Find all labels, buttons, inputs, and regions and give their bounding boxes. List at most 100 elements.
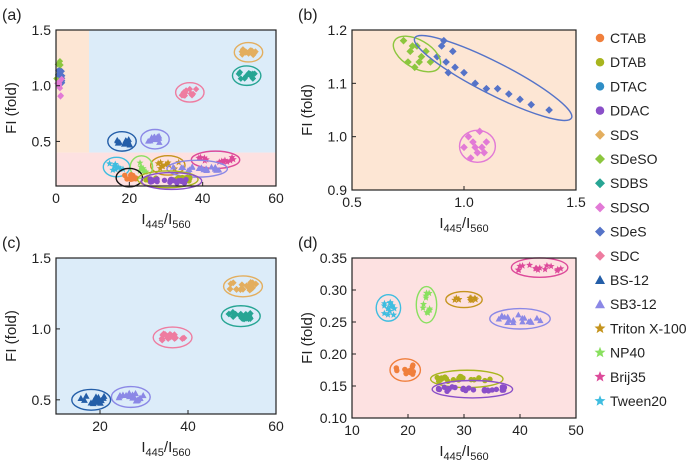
legend-marker: [595, 250, 605, 261]
x-tick-label: 20: [92, 418, 108, 434]
data-point: [422, 47, 430, 56]
data-point: [504, 319, 511, 326]
data-point: [178, 164, 185, 171]
cluster-ellipse: [140, 171, 203, 191]
legend-marker: [595, 202, 605, 213]
legend-label: Triton X-100: [610, 320, 687, 336]
data-point: [537, 317, 544, 324]
data-point: [237, 75, 245, 82]
cluster-sds: [233, 41, 264, 63]
cluster-ellipse: [220, 305, 261, 328]
data-point: [56, 57, 64, 65]
legend-entry-dtac: DTAC: [595, 78, 647, 94]
y-tick-label: 1.0: [32, 78, 52, 94]
legend-entry-np40: NP40: [594, 345, 645, 361]
legend-marker: [594, 346, 606, 358]
legend-label: SDBS: [610, 175, 648, 191]
x-axis-label: I445/I560: [141, 211, 190, 231]
data-point: [125, 389, 133, 396]
legend-entry-tween20: Tween20: [594, 393, 667, 409]
data-point: [481, 388, 488, 394]
y-tick-label: 0.25: [320, 314, 347, 330]
panel-label: (b): [298, 7, 318, 24]
data-point: [534, 266, 542, 273]
data-point: [226, 157, 234, 164]
y-tick-label: 0.10: [320, 410, 347, 426]
legend-label: NP40: [610, 345, 645, 361]
x-tick-label: 40: [180, 418, 196, 434]
data-point: [482, 84, 491, 93]
data-point: [510, 319, 517, 326]
data-point: [238, 48, 245, 55]
data-point: [189, 163, 196, 170]
legend-entry-sdso: SDSO: [595, 199, 650, 215]
legend-label: SDeS: [610, 224, 647, 240]
data-point: [384, 311, 392, 318]
data-point: [485, 388, 492, 394]
data-point: [389, 301, 396, 309]
series-sdes: [433, 36, 553, 114]
cluster-ellipse: [413, 34, 573, 122]
data-point: [154, 159, 162, 167]
data-point: [493, 386, 500, 393]
x-tick-label: 60: [268, 418, 284, 434]
panel-b: [352, 30, 576, 190]
data-point: [109, 166, 117, 173]
data-point: [156, 139, 163, 145]
data-point: [422, 294, 430, 301]
data-point: [120, 140, 128, 147]
cluster-ellipse: [174, 82, 205, 103]
data-point: [180, 90, 188, 97]
data-point: [164, 159, 172, 166]
cluster-sdbs: [220, 305, 261, 328]
legend-label: BS-12: [610, 272, 649, 288]
data-point: [500, 387, 507, 393]
legend-marker: [595, 82, 605, 91]
y-tick-label: 1.0: [32, 321, 52, 337]
cluster-ellipse: [71, 388, 112, 411]
data-point: [419, 304, 427, 311]
data-point: [470, 387, 477, 393]
legend-entry-sdes: SDeS: [595, 224, 647, 240]
x-tick-label: 1.5: [566, 194, 586, 210]
data-point: [56, 67, 63, 74]
data-point: [58, 79, 66, 86]
data-point: [464, 132, 473, 141]
legend-marker: [594, 371, 606, 382]
y-tick-label: 0.5: [32, 133, 52, 149]
data-point: [246, 48, 254, 55]
data-point: [469, 138, 477, 146]
x-tick-label: 10: [344, 422, 360, 438]
data-point: [113, 136, 121, 143]
data-point: [212, 163, 219, 170]
legend-entry-sdbs: SDBS: [595, 175, 648, 191]
data-point: [147, 176, 154, 182]
data-point: [445, 386, 452, 392]
data-point: [380, 309, 388, 317]
data-point: [239, 285, 247, 293]
data-point: [233, 286, 240, 293]
cluster-ellipse: [140, 128, 170, 150]
data-point: [161, 177, 168, 184]
legend-entry-ddac: DDAC: [595, 103, 650, 119]
panel-b-axes: 0.5 1.0 1.5 0.9 1.0 1.1 1.2 I445/I560 FI (fold) (…: [298, 7, 586, 235]
data-point: [167, 331, 175, 339]
data-point: [228, 153, 236, 161]
data-point: [505, 90, 513, 98]
cluster-ellipse: [233, 41, 264, 63]
data-point: [158, 336, 166, 344]
data-point: [126, 141, 133, 148]
data-point: [471, 377, 477, 383]
data-point: [246, 315, 254, 323]
cluster-sb3-12: [110, 385, 151, 409]
data-point: [178, 335, 186, 342]
data-point: [229, 308, 237, 316]
panel-d: [352, 257, 576, 418]
x-axis-label: I445/I560: [439, 215, 488, 235]
data-point: [409, 371, 416, 377]
cluster-ellipse: [489, 307, 551, 330]
panel-a: [53, 30, 276, 191]
data-point: [472, 295, 480, 303]
data-point: [415, 58, 423, 66]
cluster-ddac: [431, 379, 514, 399]
